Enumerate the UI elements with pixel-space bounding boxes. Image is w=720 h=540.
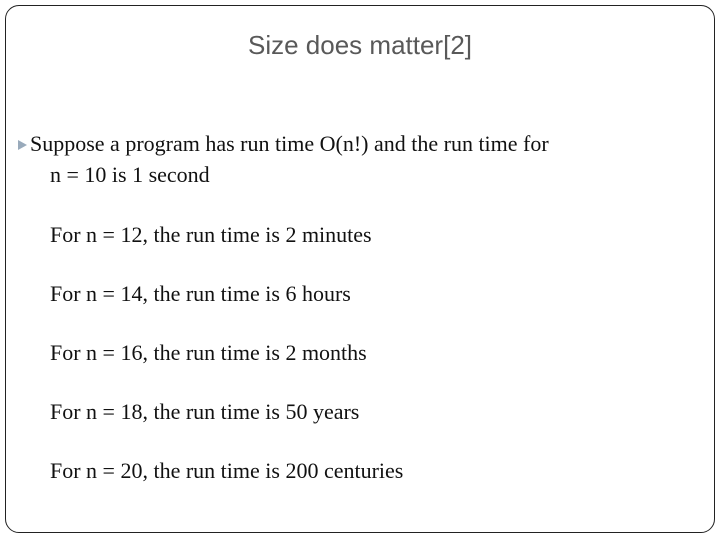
item-line: For n = 18, the run time is 50 years: [50, 399, 360, 424]
item-line: For n = 16, the run time is 2 months: [50, 340, 367, 365]
bullet-icon: [18, 140, 27, 150]
slide-frame: [5, 5, 715, 533]
item-line: For n = 12, the run time is 2 minutes: [50, 222, 372, 247]
item-line: For n = 14, the run time is 6 hours: [50, 281, 351, 306]
item-line: For n = 20, the run time is 200 centurie…: [50, 458, 404, 483]
bullet-line: n = 10 is 1 second: [50, 162, 210, 187]
bullet-line: Suppose a program has run time O(n!) and…: [30, 131, 549, 156]
slide-title: Size does matter[2]: [248, 30, 472, 60]
